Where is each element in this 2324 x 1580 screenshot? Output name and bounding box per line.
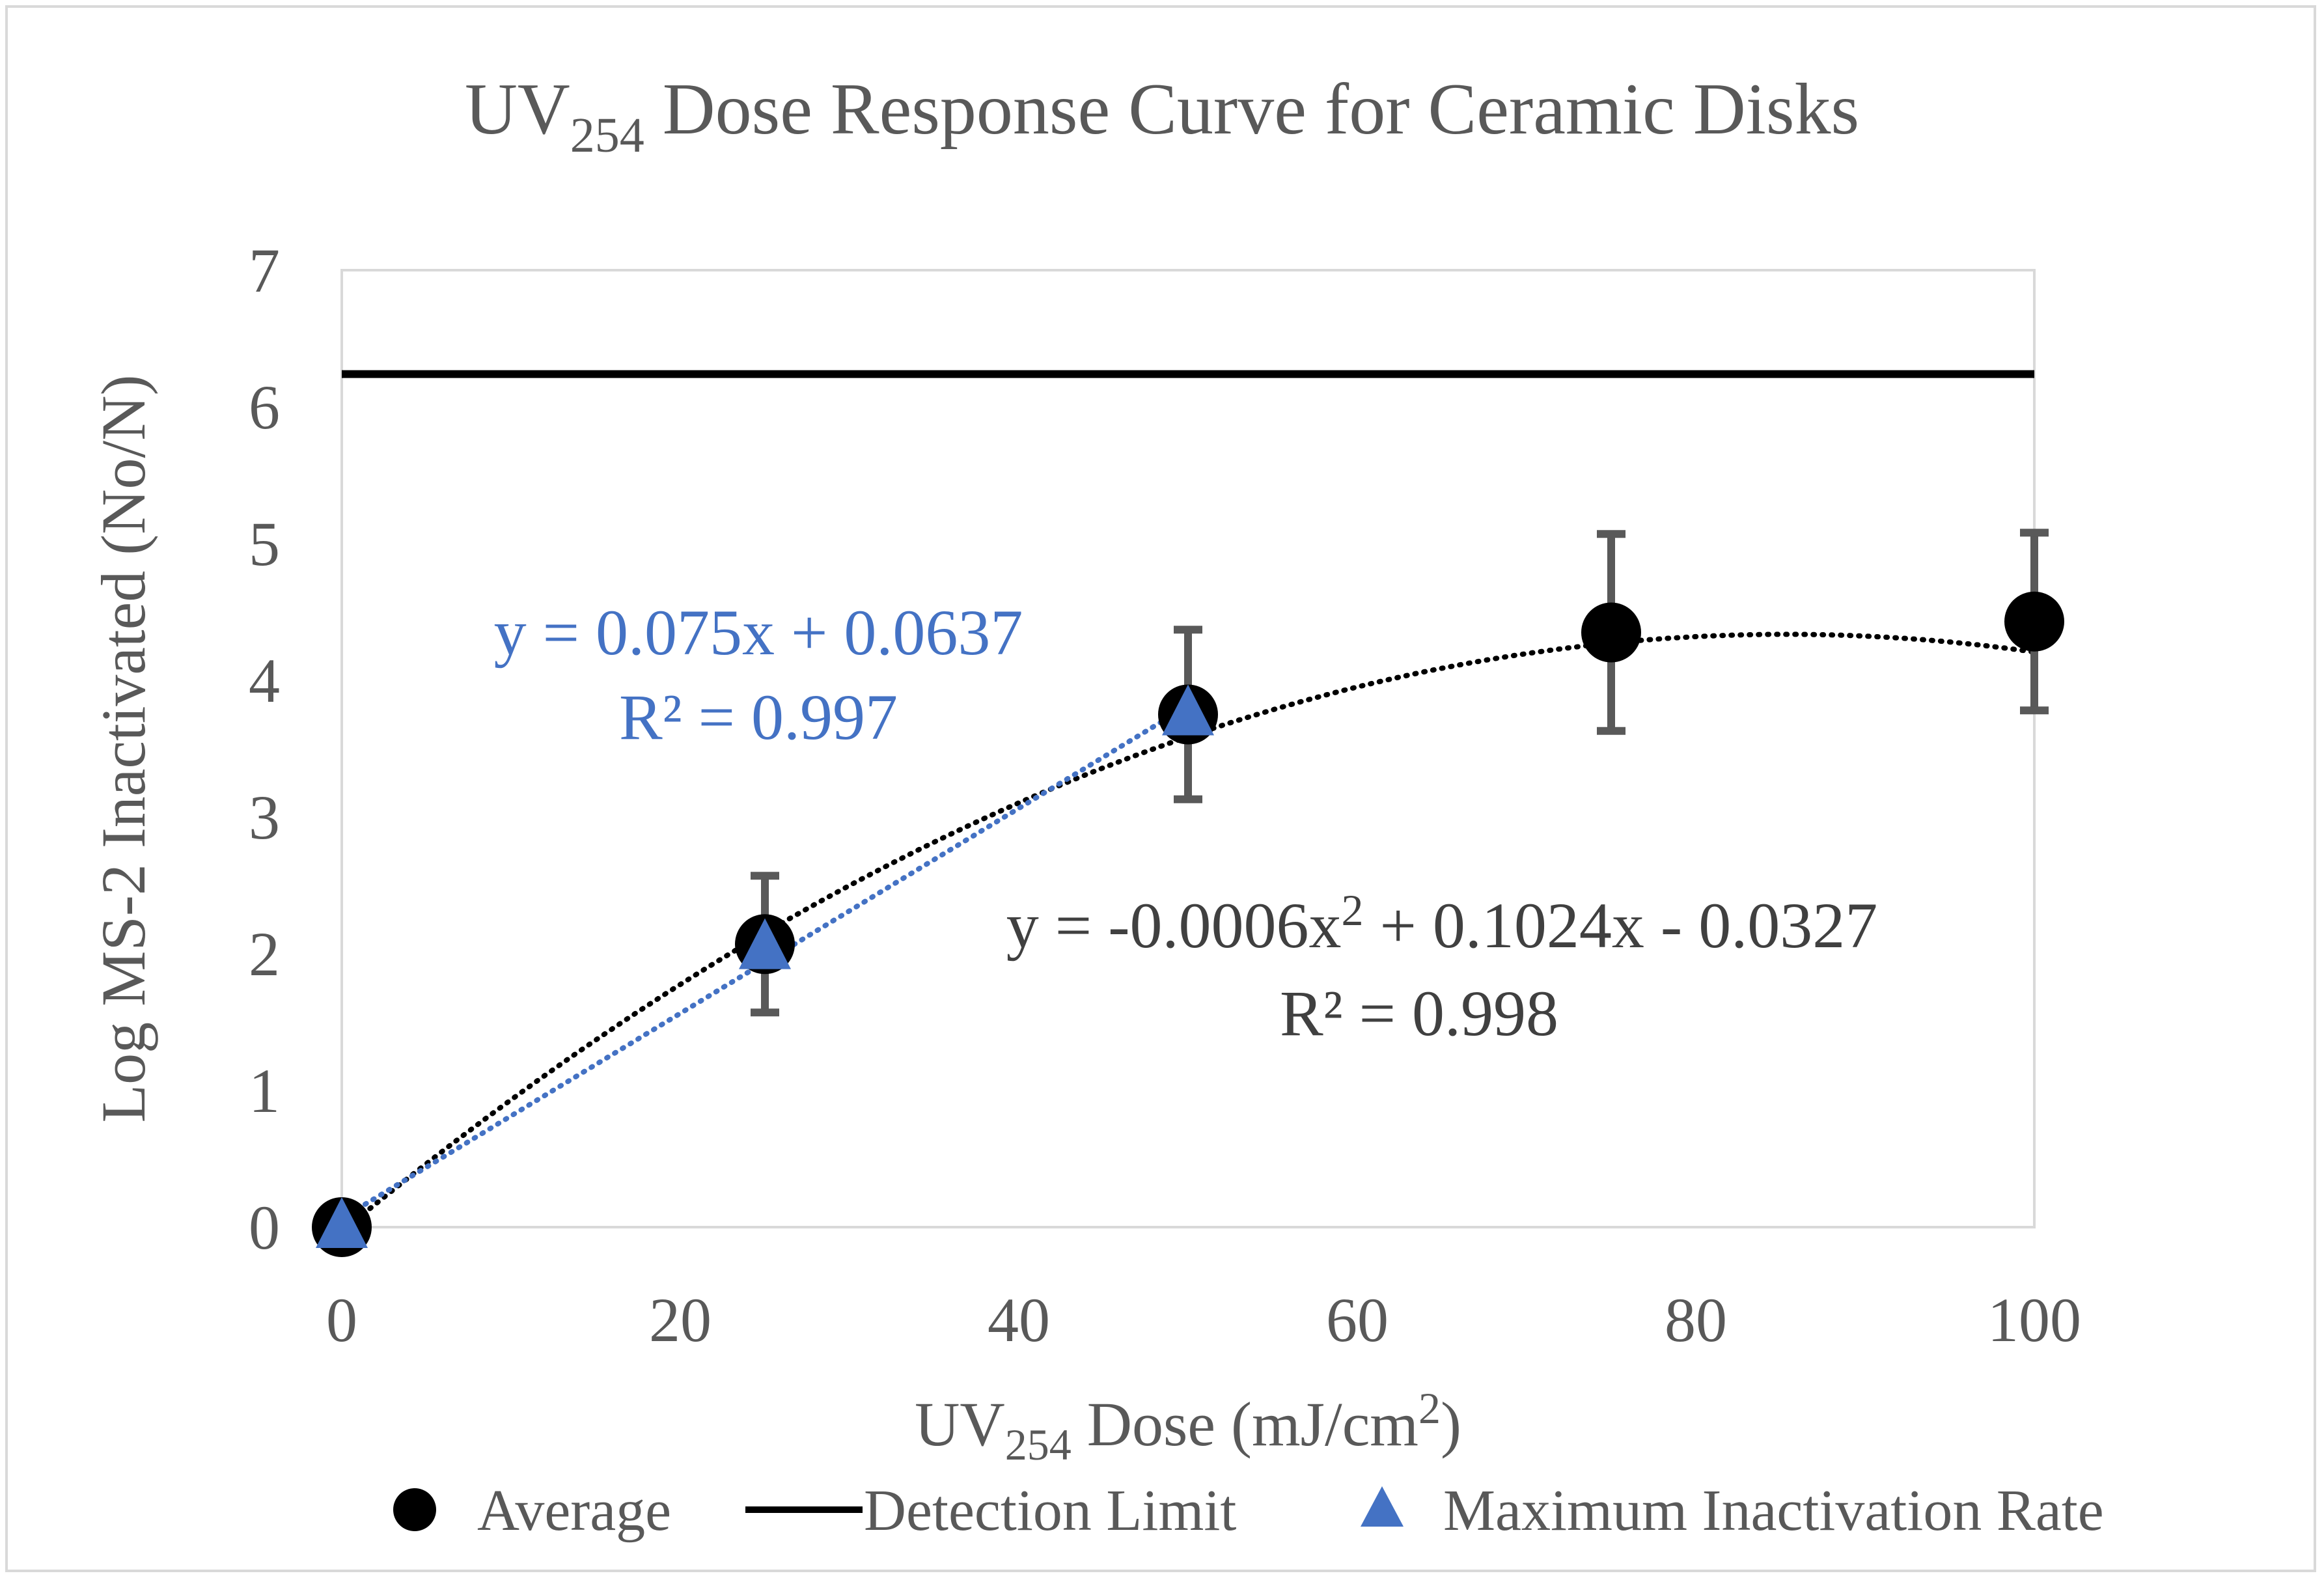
y-tick-label: 7	[249, 236, 280, 305]
x-axis-label-main: UV	[915, 1389, 1005, 1459]
max-rate-point	[1162, 684, 1214, 736]
chart-title: UV254 Dose Response Curve for Ceramic Di…	[465, 69, 1859, 163]
legend-average-marker	[393, 1488, 436, 1531]
max-rate-point	[316, 1197, 368, 1248]
y-tick-labels: 0 1 2 3 4 5 6 7	[249, 236, 280, 1262]
max-rate-point	[739, 918, 791, 969]
y-tick-label: 3	[249, 783, 280, 852]
chart-frame	[5, 5, 2316, 1572]
chart-title-rest: Dose Response Curve for Ceramic Disks	[644, 69, 1859, 150]
linear-equation: y = 0.075x + 0.0637	[494, 596, 1023, 669]
legend-max-rate-label: Maximum Inactivation Rate	[1443, 1478, 2104, 1543]
x-tick-label: 80	[1665, 1285, 1727, 1355]
legend-max-rate-marker	[1361, 1486, 1404, 1527]
poly-equation: y = -0.0006x2 + 0.1024x - 0.0327	[1006, 885, 1877, 962]
x-axis-label-rest: Dose (mJ/cm	[1072, 1389, 1418, 1459]
y-tick-label: 6	[249, 372, 280, 442]
average-point	[2004, 591, 2064, 652]
y-tick-label: 1	[249, 1056, 280, 1126]
marker-layer	[312, 591, 2064, 1257]
poly-r-squared: R² = 0.998	[1280, 977, 1558, 1049]
poly-equation-sup: 2	[1342, 885, 1364, 935]
x-tick-label: 0	[326, 1285, 357, 1355]
poly-equation-post: + 0.1024x - 0.0327	[1364, 889, 1878, 962]
poly-equation-pre: y = -0.0006x	[1006, 889, 1342, 962]
x-tick-label: 100	[1987, 1285, 2081, 1355]
x-tick-label: 60	[1326, 1285, 1389, 1355]
y-tick-label: 4	[249, 646, 280, 715]
x-tick-label: 20	[649, 1285, 712, 1355]
legend: Average Detection Limit Maximum Inactiva…	[393, 1478, 2104, 1543]
x-tick-labels: 0 20 40 60 80 100	[326, 1285, 2081, 1355]
legend-average-label: Average	[477, 1478, 671, 1543]
chart-title-main: UV	[465, 69, 570, 150]
chart-title-sub: 254	[570, 108, 644, 163]
linear-r-squared: R² = 0.997	[619, 681, 898, 753]
x-axis-label: UV254 Dose (mJ/cm2)	[915, 1383, 1461, 1469]
y-tick-label: 2	[249, 919, 280, 989]
y-axis-label: Log MS-2 Inactivated (No/N)	[89, 374, 158, 1122]
legend-detection-limit-label: Detection Limit	[864, 1478, 1236, 1543]
y-tick-label: 0	[249, 1193, 280, 1262]
plot-area	[340, 269, 2036, 1228]
average-point	[1581, 602, 1641, 663]
x-axis-label-sub: 254	[1005, 1420, 1072, 1469]
x-axis-label-end: )	[1441, 1389, 1461, 1459]
x-tick-label: 40	[988, 1285, 1050, 1355]
y-tick-label: 5	[249, 509, 280, 579]
x-axis-label-sup: 2	[1418, 1383, 1441, 1433]
